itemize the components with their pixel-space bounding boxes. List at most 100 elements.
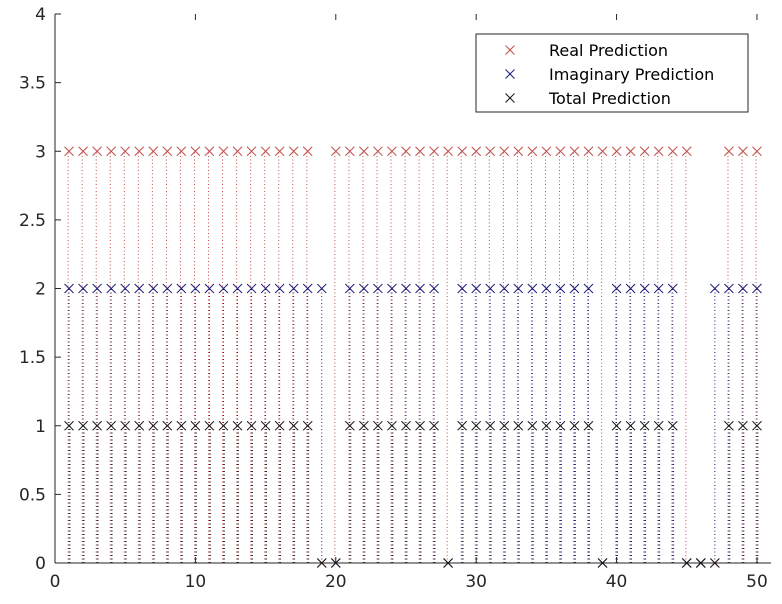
data-point-imaginary-prediction	[513, 283, 524, 294]
data-point-imaginary-prediction	[555, 283, 566, 294]
data-point-real-prediction	[359, 146, 369, 157]
legend-entry: Imaginary Prediction	[505, 65, 714, 84]
data-point-real-prediction	[738, 146, 748, 157]
data-point-total-prediction	[471, 420, 482, 431]
data-point-total-prediction	[569, 420, 580, 431]
data-point-total-prediction	[246, 420, 257, 431]
data-point-real-prediction	[274, 146, 285, 157]
y-tick-label: 1	[35, 417, 46, 437]
data-point-imaginary-prediction	[401, 283, 411, 294]
data-point-real-prediction	[190, 146, 201, 157]
data-point-total-prediction	[597, 558, 608, 568]
data-point-total-prediction	[204, 420, 215, 431]
y-tick-label: 3	[35, 142, 46, 162]
x-tick-label: 50	[746, 572, 768, 592]
data-point-real-prediction	[401, 146, 411, 157]
data-point-imaginary-prediction	[148, 283, 159, 294]
data-point-real-prediction	[752, 146, 762, 157]
data-point-real-prediction	[64, 146, 74, 157]
markers-layer	[64, 146, 762, 568]
data-point-real-prediction	[611, 146, 622, 157]
data-point-total-prediction	[429, 420, 439, 431]
data-point-imaginary-prediction	[625, 283, 636, 294]
data-point-imaginary-prediction	[415, 283, 425, 294]
data-point-imaginary-prediction	[218, 283, 229, 294]
data-point-real-prediction	[288, 146, 299, 157]
data-point-imaginary-prediction	[611, 283, 622, 294]
data-point-imaginary-prediction	[78, 283, 88, 294]
data-point-total-prediction	[176, 420, 187, 431]
y-tick-label: 3.5	[19, 74, 46, 94]
data-point-real-prediction	[681, 146, 692, 157]
data-point-imaginary-prediction	[709, 283, 720, 294]
data-point-total-prediction	[752, 420, 762, 431]
data-point-imaginary-prediction	[288, 283, 299, 294]
data-point-total-prediction	[106, 420, 117, 431]
legend-entry: Real Prediction	[505, 41, 668, 60]
stems-layer	[67, 151, 759, 563]
data-point-imaginary-prediction	[260, 283, 271, 294]
ticks: 0 10 20 30 40 50 0 0.5 1 1.5 2 2.5 3 3.5 4	[19, 5, 768, 592]
data-point-total-prediction	[260, 420, 271, 431]
data-point-imaginary-prediction	[176, 283, 187, 294]
x-tick-label: 10	[185, 572, 207, 592]
data-point-total-prediction	[724, 420, 734, 431]
data-point-imaginary-prediction	[429, 283, 439, 294]
data-point-real-prediction	[583, 146, 594, 157]
x-tick-label: 0	[50, 572, 61, 592]
data-point-imaginary-prediction	[134, 283, 145, 294]
data-point-imaginary-prediction	[232, 283, 243, 294]
y-tick-label: 0	[35, 554, 46, 574]
data-point-real-prediction	[485, 146, 496, 157]
data-point-total-prediction	[344, 420, 355, 431]
data-point-real-prediction	[218, 146, 229, 157]
data-point-real-prediction	[415, 146, 425, 157]
data-point-imaginary-prediction	[359, 283, 369, 294]
data-point-total-prediction	[373, 420, 383, 431]
data-point-imaginary-prediction	[204, 283, 215, 294]
data-point-real-prediction	[176, 146, 187, 157]
data-point-total-prediction	[667, 420, 678, 431]
data-point-real-prediction	[724, 146, 734, 157]
data-point-total-prediction	[457, 420, 467, 431]
data-point-total-prediction	[64, 420, 74, 431]
data-point-real-prediction	[499, 146, 510, 157]
data-point-real-prediction	[653, 146, 664, 157]
data-point-total-prediction	[485, 420, 496, 431]
data-point-real-prediction	[443, 146, 453, 157]
legend-label: Imaginary Prediction	[549, 65, 714, 84]
y-tick-label: 0.5	[19, 485, 46, 505]
data-point-total-prediction	[120, 420, 131, 431]
legend-label: Real Prediction	[549, 41, 668, 60]
data-point-imaginary-prediction	[667, 283, 678, 294]
data-point-real-prediction	[527, 146, 538, 157]
data-point-imaginary-prediction	[120, 283, 131, 294]
data-point-real-prediction	[148, 146, 159, 157]
data-point-real-prediction	[513, 146, 524, 157]
data-point-imaginary-prediction	[92, 283, 102, 294]
legend-label: Total Prediction	[548, 89, 671, 108]
data-point-total-prediction	[218, 420, 229, 431]
data-point-real-prediction	[106, 146, 117, 157]
data-point-imaginary-prediction	[190, 283, 201, 294]
data-point-total-prediction	[499, 420, 510, 431]
data-point-imaginary-prediction	[344, 283, 355, 294]
data-point-imaginary-prediction	[527, 283, 538, 294]
data-point-imaginary-prediction	[302, 283, 313, 294]
data-point-imaginary-prediction	[316, 283, 327, 294]
data-point-total-prediction	[288, 420, 299, 431]
data-point-real-prediction	[204, 146, 215, 157]
data-point-total-prediction	[583, 420, 594, 431]
data-point-real-prediction	[260, 146, 271, 157]
data-point-real-prediction	[302, 146, 313, 157]
data-point-real-prediction	[246, 146, 257, 157]
data-point-imaginary-prediction	[64, 283, 74, 294]
y-tick-label: 2	[35, 280, 46, 300]
data-point-total-prediction	[78, 420, 88, 431]
x-tick-label: 30	[465, 572, 487, 592]
data-point-total-prediction	[541, 420, 552, 431]
data-point-total-prediction	[274, 420, 285, 431]
data-point-imaginary-prediction	[373, 283, 383, 294]
data-point-imaginary-prediction	[653, 283, 664, 294]
data-point-imaginary-prediction	[639, 283, 650, 294]
